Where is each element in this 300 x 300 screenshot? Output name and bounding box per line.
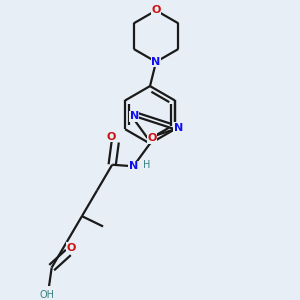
Text: OH: OH	[40, 290, 55, 300]
Text: N: N	[174, 123, 183, 133]
Text: H: H	[143, 160, 151, 170]
Text: O: O	[147, 133, 157, 143]
Text: N: N	[130, 111, 139, 121]
Text: N: N	[129, 161, 138, 171]
Text: O: O	[67, 243, 76, 253]
Text: O: O	[152, 5, 161, 16]
Text: O: O	[107, 132, 116, 142]
Text: N: N	[152, 57, 161, 67]
